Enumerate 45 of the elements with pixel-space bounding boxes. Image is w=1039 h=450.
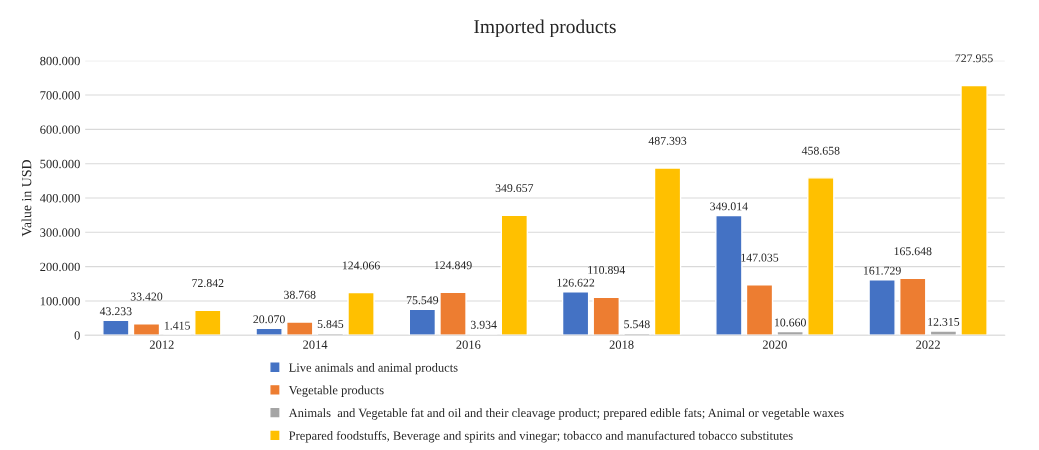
data-label: 126.622 bbox=[557, 278, 595, 287]
data-label: 124.849 bbox=[434, 261, 472, 270]
y-tick-label: 700.000 bbox=[40, 91, 80, 100]
y-tick-label: 300.000 bbox=[40, 228, 80, 237]
legend-label: Prepared foodstuffs, Beverage and spirits and vinegar; tobacco and manufactured tobacco substitutes bbox=[289, 430, 793, 443]
y-tick-label: 200.000 bbox=[40, 262, 80, 272]
data-label: 458.658 bbox=[801, 146, 840, 155]
y-tick-label: 600.000 bbox=[40, 125, 80, 134]
x-tick-label: 2018 bbox=[609, 340, 634, 349]
x-tick-label: 2020 bbox=[762, 340, 787, 349]
data-label: 72.842 bbox=[192, 279, 224, 288]
data-label: 727.955 bbox=[955, 54, 993, 63]
chart-title: Imported products bbox=[474, 19, 616, 38]
data-label: 5.548 bbox=[624, 320, 650, 329]
data-label: 161.729 bbox=[863, 266, 901, 275]
y-tick-label: 0 bbox=[74, 331, 80, 340]
data-label: 147.035 bbox=[741, 253, 779, 262]
data-label: 75.549 bbox=[406, 296, 439, 305]
data-label: 124.066 bbox=[342, 261, 380, 270]
legend-label: Animals and Vegetable fat and oil and their cleavage product; prepared edible fats; Animal or vegetable waxes bbox=[288, 408, 844, 420]
data-label: 38.768 bbox=[284, 290, 316, 299]
y-tick-label: 500.000 bbox=[40, 159, 80, 169]
x-tick-label: 2016 bbox=[456, 340, 481, 349]
legend-label: Vegetable products bbox=[288, 385, 384, 397]
data-label: 1.415 bbox=[164, 321, 190, 330]
data-label: 487.393 bbox=[648, 136, 687, 145]
data-label: 33.420 bbox=[130, 292, 163, 301]
data-label: 110.894 bbox=[588, 266, 626, 275]
data-label: 12.315 bbox=[928, 317, 960, 326]
x-tick-label: 2014 bbox=[303, 340, 328, 349]
data-label: 5.845 bbox=[317, 320, 344, 329]
x-tick-label: 2012 bbox=[149, 340, 174, 349]
legend-label: Live animals and animal products bbox=[289, 362, 458, 375]
data-label: 20.070 bbox=[253, 315, 285, 324]
y-tick-label: 800.000 bbox=[40, 56, 80, 66]
y-tick-label: 400.000 bbox=[39, 194, 80, 203]
data-label: 349.657 bbox=[495, 184, 534, 193]
data-label: 10.660 bbox=[774, 318, 806, 327]
y-tick-label: 100.000 bbox=[40, 296, 80, 306]
y-axis-title: Value in USD bbox=[21, 159, 32, 237]
data-label: 349.014 bbox=[710, 202, 748, 211]
x-tick-label: 2022 bbox=[916, 340, 940, 349]
data-label: 165.648 bbox=[894, 247, 932, 256]
data-label: 3.934 bbox=[470, 320, 497, 329]
data-label: 43.233 bbox=[99, 307, 132, 316]
